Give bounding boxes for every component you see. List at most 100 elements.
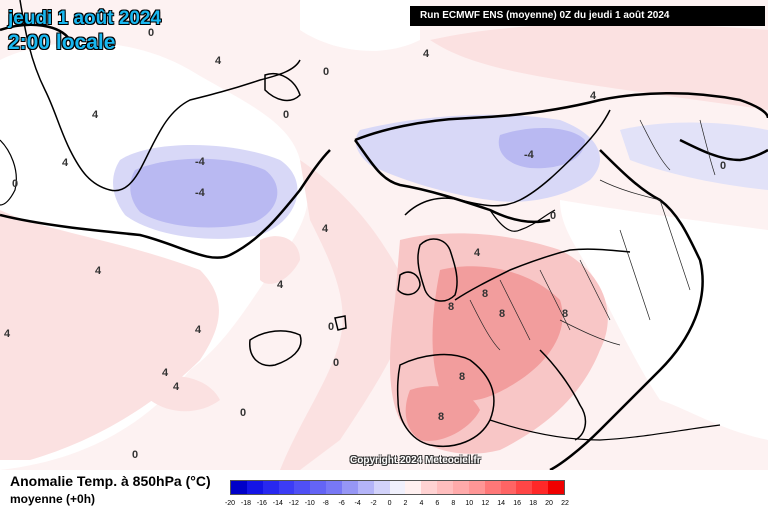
scale-tick-label: -10: [304, 500, 315, 507]
cold-pool-greenland-sea: [130, 158, 278, 228]
scale-tick-label: -4: [354, 500, 361, 507]
contour-label: 0: [148, 27, 154, 39]
coastline-jan-mayen: [334, 315, 347, 331]
contour-label: 4: [92, 109, 99, 121]
contour-label: 4: [4, 328, 11, 340]
scale-tick-label: 14: [497, 500, 506, 507]
color-scale: [230, 480, 565, 495]
coastline-italy: [539, 349, 587, 441]
run-info-banner: Run ECMWF ENS (moyenne) 0Z du jeudi 1 ao…: [410, 6, 765, 26]
legend-panel: Anomalie Temp. à 850hPa (°C) moyenne (+0…: [0, 470, 768, 512]
color-swatch: [500, 481, 517, 494]
color-swatch: [421, 481, 438, 494]
color-swatch: [516, 481, 533, 494]
scale-tick-label: -16: [256, 500, 267, 507]
coastline-scandinavia: [404, 109, 611, 216]
scale-tick-label: -14: [272, 500, 283, 507]
color-swatch: [357, 481, 374, 494]
color-swatch: [405, 481, 422, 494]
isoline-zero: [354, 92, 768, 142]
legend-title: Anomalie Temp. à 850hPa (°C): [10, 473, 211, 489]
contour-label: 0: [720, 160, 726, 172]
contour-label: 0: [12, 178, 18, 190]
scale-tick-label: 8: [451, 500, 456, 507]
color-swatch: [278, 481, 295, 494]
coastline-greenland: [19, 0, 301, 192]
contour-label: 4: [322, 223, 329, 235]
date-title: jeudi 1 août 2024: [8, 8, 162, 29]
contour-label: 4: [215, 55, 222, 67]
color-swatch: [389, 481, 406, 494]
contour-label: 8: [459, 371, 465, 383]
scale-tick-label: 10: [465, 500, 474, 507]
warm-area: [0, 210, 219, 460]
warm-area: [430, 23, 768, 110]
contour-label: 8: [499, 308, 505, 320]
contour-label: -4: [195, 187, 206, 199]
scale-tick-label: 6: [435, 500, 440, 507]
warm-area: [280, 160, 409, 470]
color-swatch: [548, 481, 565, 494]
coastline-scandinavia: [489, 209, 556, 232]
contour-label: 8: [482, 288, 488, 300]
local-time: 2:00 locale: [8, 31, 116, 54]
scale-tick-label: -6: [338, 500, 345, 507]
contour-label: 0: [333, 357, 339, 369]
scale-tick-label: 4: [419, 500, 424, 507]
contour-label: 4: [173, 381, 180, 393]
scale-tick-label: -2: [370, 500, 377, 507]
contour-label: 4: [474, 247, 481, 259]
warm-core: [432, 266, 563, 401]
scale-tick-label: -20: [224, 500, 236, 507]
color-swatch: [468, 481, 485, 494]
scale-tick-label: 20: [545, 500, 553, 507]
scale-tick-label: -8: [322, 500, 329, 507]
contour-label: 0: [132, 449, 138, 461]
coastline-iceland: [249, 330, 302, 367]
color-swatch: [532, 481, 549, 494]
contour-label: 0: [240, 407, 246, 419]
color-swatch: [246, 481, 263, 494]
contour-labels: 4 0 0 4 0 4 4 -4 -4 0 4 4 4 0 4 0 4 4 4 …: [4, 27, 726, 461]
warm-area: [260, 236, 300, 284]
color-swatch: [453, 481, 469, 494]
isoline-zero: [0, 149, 331, 259]
coastline-europe: [454, 248, 631, 301]
contour-label: 0: [328, 321, 334, 333]
color-swatch: [373, 481, 390, 494]
contour-label: 4: [590, 90, 597, 102]
color-swatch: [484, 481, 501, 494]
contour-label: 4: [95, 265, 102, 277]
color-scale-ticks: -20 -18 -16 -14 -12 -10 -8 -6 -4 -2 0 2 4 6 8 10 12 14 16 1…: [225, 500, 569, 512]
contour-label: 4: [62, 157, 69, 169]
color-swatch: [310, 481, 327, 494]
contour-label: 4: [195, 324, 202, 336]
country-borders: [469, 119, 716, 351]
isoline-zero: [0, 23, 72, 41]
color-swatch: [294, 481, 311, 494]
color-swatch: [262, 481, 279, 494]
scale-tick-label: 0: [387, 500, 392, 507]
color-swatch: [231, 481, 247, 494]
anomaly-map: 4 0 0 4 0 4 4 -4 -4 0 4 4 4 0 4 0 4 4 4 …: [0, 0, 768, 470]
color-swatch: [437, 481, 454, 494]
coastline-ireland: [397, 271, 421, 296]
warm-area: [150, 376, 220, 412]
coastline-svalbard: [264, 73, 301, 102]
contour-label: -4: [524, 149, 535, 161]
contour-label: 4: [423, 48, 430, 60]
scale-tick-label: -18: [240, 500, 251, 507]
copyright-notice: Copyright 2024 Meteociel.fr: [350, 455, 481, 466]
color-swatch: [326, 481, 343, 494]
neutral-region: [560, 200, 768, 440]
contour-label: 0: [323, 66, 329, 78]
contour-label: 4: [162, 367, 169, 379]
contour-label: 8: [562, 308, 568, 320]
isoline-zero: [679, 138, 768, 162]
isoline-zero: [353, 139, 551, 224]
contour-label: 0: [283, 109, 289, 121]
contour-label: 0: [550, 210, 556, 222]
contour-label: 8: [448, 301, 454, 313]
scale-tick-label: -12: [288, 500, 299, 507]
contour-label: 4: [277, 279, 284, 291]
